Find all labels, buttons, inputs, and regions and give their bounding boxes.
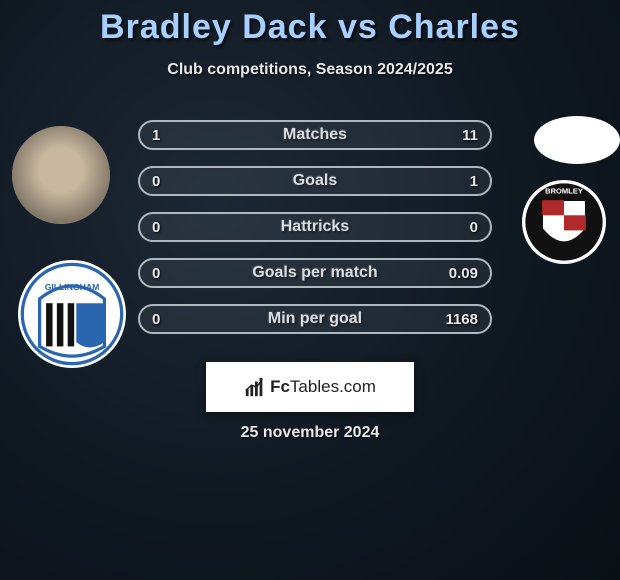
stat-left-value: 0 [152,219,160,236]
stat-right-value: 0.09 [449,265,478,282]
stat-left-value: 0 [152,265,160,282]
stat-left-value: 0 [152,311,160,328]
stat-label: Goals [293,172,337,190]
date-line: 25 november 2024 [0,424,620,442]
stat-left-value: 1 [152,127,160,144]
stat-row-gpm: 0 Goals per match 0.09 [138,258,492,288]
club-crest-right: BROMLEY [522,180,606,264]
stat-row-matches: 1 Matches 11 [138,120,492,150]
svg-text:BROMLEY: BROMLEY [545,186,583,195]
stat-right-value: 1168 [445,311,478,328]
svg-text:GILLINGHAM: GILLINGHAM [45,282,100,292]
stat-label: Hattricks [281,218,349,236]
brand-text: FcTables.com [270,377,376,397]
stat-row-mpg: 0 Min per goal 1168 [138,304,492,334]
player-photo-left [12,126,110,224]
stat-row-hattricks: 0 Hattricks 0 [138,212,492,242]
stat-right-value: 1 [470,173,478,190]
brand-badge: FcTables.com [206,362,414,412]
stats-panel: 1 Matches 11 0 Goals 1 0 Hattricks 0 0 G… [138,120,492,350]
club-crest-left: GILLINGHAM [18,260,126,368]
stat-left-value: 0 [152,173,160,190]
stat-label: Min per goal [268,310,362,328]
chart-icon [244,376,266,398]
player-photo-right [534,116,620,164]
stat-label: Matches [283,126,347,144]
stat-label: Goals per match [252,264,377,282]
page-title: Bradley Dack vs Charles [0,0,620,47]
stat-right-value: 11 [462,127,478,144]
stat-row-goals: 0 Goals 1 [138,166,492,196]
stat-right-value: 0 [470,219,478,236]
subtitle: Club competitions, Season 2024/2025 [0,61,620,79]
